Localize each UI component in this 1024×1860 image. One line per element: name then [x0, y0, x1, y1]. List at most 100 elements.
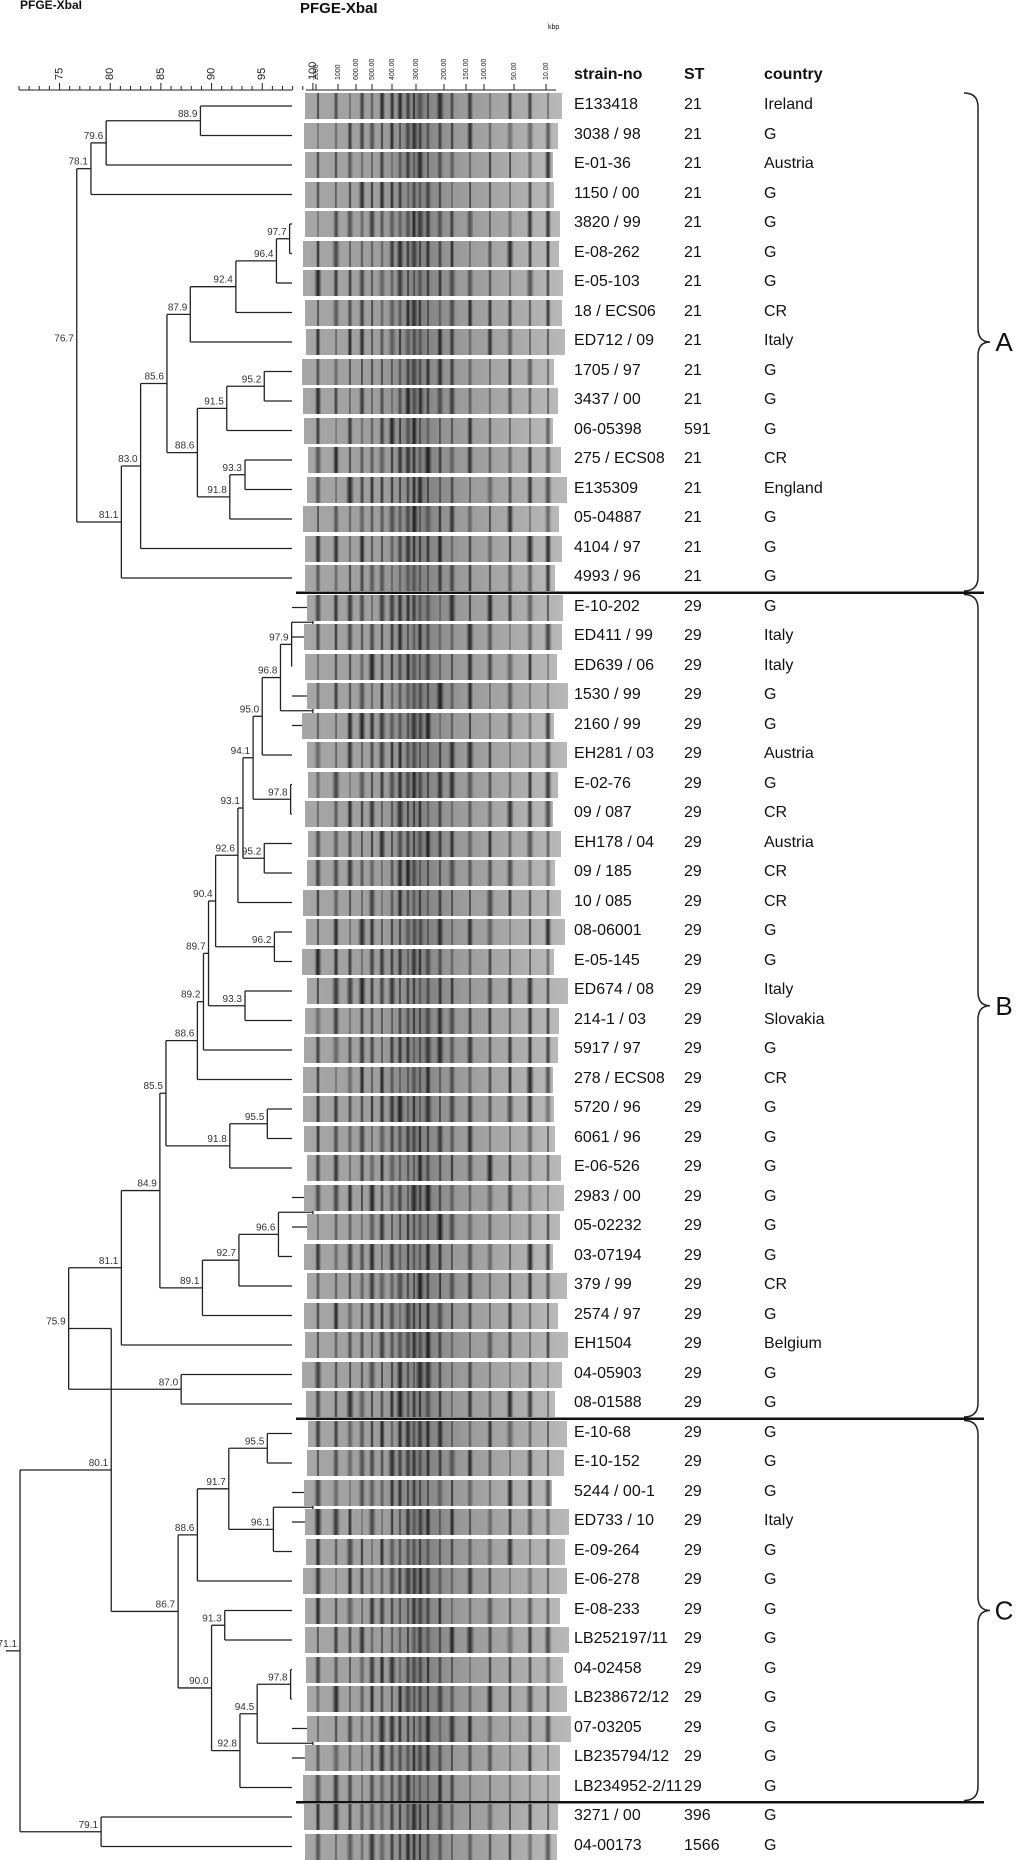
- cluster-label: C: [995, 1596, 1014, 1626]
- strain-label: E-06-526: [574, 1158, 640, 1175]
- node-similarity-label: 96.4: [254, 249, 274, 260]
- gel-lane: [303, 240, 559, 267]
- marker-label: 1000: [335, 64, 342, 80]
- st-label: 29: [684, 1600, 702, 1618]
- node-similarity-label: 91.3: [202, 1613, 222, 1624]
- country-label: CR: [764, 450, 788, 467]
- st-label: 29: [684, 1217, 702, 1234]
- st-label: 29: [684, 1128, 702, 1146]
- strain-label: E-05-103: [574, 273, 640, 290]
- gel-lane: [305, 1833, 557, 1860]
- node-similarity-label: 81.1: [99, 1256, 119, 1267]
- gel-lane: [304, 1479, 552, 1506]
- strain-label: 03-07194: [574, 1246, 642, 1264]
- country-label: Austria: [764, 155, 814, 172]
- node-similarity-label: 96.8: [258, 666, 278, 677]
- st-label: 29: [684, 804, 702, 821]
- country-label: G: [764, 509, 777, 526]
- node-similarity-label: 81.1: [99, 510, 119, 521]
- strain-label: EH178 / 04: [574, 833, 655, 851]
- st-label: 29: [684, 922, 702, 939]
- node-similarity-label: 93.3: [223, 463, 243, 474]
- country-label: CR: [764, 1276, 788, 1293]
- node-similarity-label: 91.7: [206, 1477, 226, 1488]
- gel-lane: [304, 1804, 558, 1830]
- country-label: G: [764, 1718, 777, 1736]
- country-label: G: [764, 1158, 777, 1175]
- country-label: England: [764, 479, 823, 497]
- gel-lane: [306, 329, 565, 355]
- gel-lane: [305, 1745, 560, 1771]
- country-label: G: [764, 1541, 777, 1559]
- node-similarity-label: 85.6: [145, 371, 165, 382]
- node-similarity-label: 93.1: [221, 796, 241, 807]
- country-label: G: [764, 1423, 777, 1441]
- st-label: 29: [684, 1246, 702, 1264]
- strain-label: 2160 / 99: [574, 715, 641, 733]
- gel-lane: [307, 1715, 571, 1742]
- country-label: CR: [764, 863, 788, 880]
- st-label: 21: [684, 391, 702, 408]
- node-similarity-label: 97.8: [268, 787, 288, 798]
- gel-lane: [305, 535, 562, 562]
- st-label: 21: [684, 214, 702, 231]
- corner-title: PFGE-XbaI: [20, 0, 83, 12]
- scale-tick-label: 100: [307, 62, 319, 80]
- marker-label: 150.00: [463, 58, 470, 80]
- strain-label: 09 / 087: [574, 804, 632, 821]
- strain-label: 1530 / 99: [574, 686, 641, 703]
- gel-lane: [305, 1332, 568, 1358]
- gel-lane: [305, 1627, 569, 1653]
- gel-lane: [308, 447, 561, 473]
- gel-lane: [305, 152, 553, 178]
- gel-lane: [304, 122, 558, 149]
- gel-lane: [305, 1509, 569, 1535]
- st-label: 29: [684, 597, 702, 615]
- strain-label: 4104 / 97: [574, 538, 641, 556]
- node-similarity-label: 84.9: [137, 1179, 157, 1190]
- strain-label: 5917 / 97: [574, 1040, 641, 1057]
- scale-tick-label: 90: [206, 68, 218, 80]
- gel-lane: [303, 270, 563, 296]
- st-label: 29: [684, 892, 702, 910]
- marker-label: 400.00: [389, 58, 396, 80]
- gel-lane: [303, 1774, 560, 1801]
- gel-lane: [305, 1597, 560, 1624]
- country-label: G: [764, 1394, 777, 1411]
- country-label: G: [764, 125, 777, 143]
- node-similarity-label: 76.7: [54, 333, 74, 344]
- strain-label: E-08-233: [574, 1600, 640, 1618]
- gel-lane: [307, 860, 555, 886]
- st-label: 29: [684, 745, 702, 762]
- node-similarity-label: 95.5: [245, 1112, 265, 1123]
- country-label: G: [764, 1571, 777, 1588]
- strain-label: E-10-152: [574, 1453, 640, 1470]
- node-similarity-label: 96.6: [256, 1222, 276, 1233]
- cluster-label: A: [995, 327, 1013, 357]
- gel-lane: [305, 181, 554, 208]
- st-label: 21: [684, 273, 702, 290]
- gel-lane: [302, 358, 554, 385]
- node-similarity-label: 80.1: [89, 1458, 109, 1469]
- country-label: G: [764, 1305, 777, 1323]
- node-similarity-label: 94.5: [235, 1702, 255, 1713]
- strain-label: E-08-262: [574, 243, 640, 261]
- st-label: 29: [684, 1453, 702, 1470]
- node-similarity-label: 79.6: [84, 131, 104, 142]
- node-similarity-label: 88.6: [175, 1029, 195, 1040]
- node-similarity-label: 89.7: [186, 941, 206, 952]
- strain-label: E133418: [574, 96, 639, 113]
- gel-lane: [305, 565, 555, 591]
- st-column-header: ST: [684, 66, 705, 83]
- marker-label: 100.00: [481, 58, 488, 80]
- gel-title: PFGE-XbaI: [300, 0, 378, 17]
- node-similarity-label: 92.8: [217, 1739, 237, 1750]
- strain-label: 08-01588: [574, 1394, 642, 1411]
- strain-label: E135309: [574, 479, 639, 497]
- gel-lane: [302, 712, 554, 739]
- gel-lane: [303, 1568, 567, 1594]
- st-label: 29: [684, 686, 702, 703]
- strain-label: E-05-145: [574, 951, 640, 969]
- strain-label: LB235794/12: [574, 1748, 670, 1765]
- gel-lane: [305, 653, 557, 680]
